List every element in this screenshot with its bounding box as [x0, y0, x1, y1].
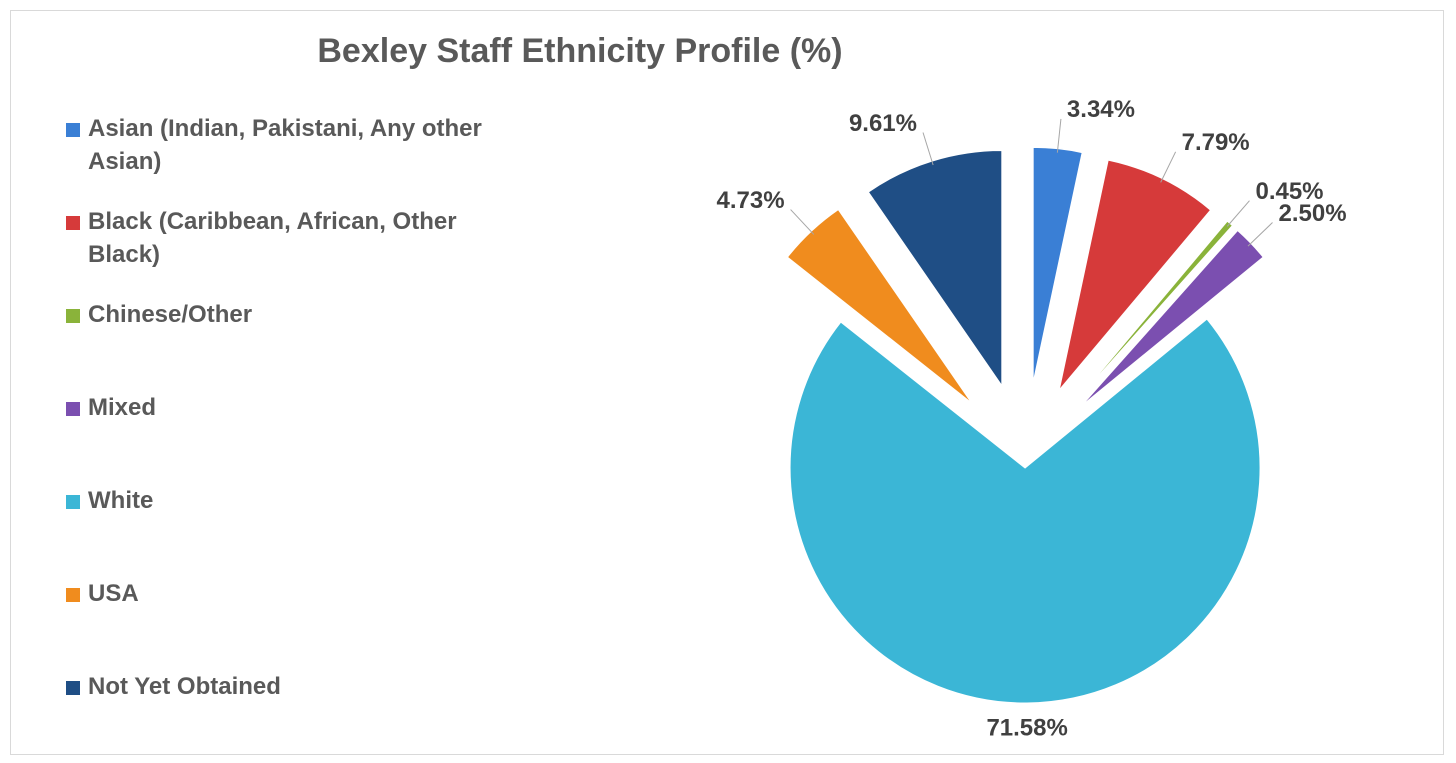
legend-label: Not Yet Obtained	[88, 673, 281, 700]
leader-line	[790, 209, 815, 235]
leader-line	[1160, 151, 1177, 183]
data-label: 3.34%	[1067, 96, 1135, 123]
legend-label: USA	[88, 580, 139, 607]
legend-label: White	[88, 487, 154, 514]
data-label: 7.79%	[1182, 129, 1250, 156]
data-label: 2.50%	[1279, 200, 1347, 227]
legend-entry: White	[66, 484, 526, 517]
legend-swatch	[66, 216, 80, 230]
chart-title: Bexley Staff Ethnicity Profile (%)	[317, 32, 842, 70]
legend-label: Asian (Indian, Pakistani, Any other Asia…	[88, 115, 482, 175]
pie-slice	[789, 318, 1261, 704]
leader-line	[1056, 118, 1062, 153]
legend-swatch	[66, 681, 80, 695]
data-label: 9.61%	[849, 110, 917, 137]
legend-entry: Black (Caribbean, African, Other Black)	[66, 205, 526, 271]
data-label: 0.45%	[1255, 178, 1323, 205]
legend-label: Black (Caribbean, African, Other Black)	[88, 208, 457, 268]
data-label: 71.58%	[986, 714, 1067, 741]
legend-label: Mixed	[88, 394, 157, 421]
leader-line	[1226, 200, 1250, 227]
leader-line	[1247, 222, 1273, 247]
legend-swatch	[66, 588, 80, 602]
legend-entry: Chinese/Other	[66, 298, 526, 331]
data-label: 4.73%	[717, 187, 785, 214]
legend-entry: USA	[66, 577, 526, 610]
legend-swatch	[66, 402, 80, 416]
legend-swatch	[66, 309, 80, 323]
legend-entry: Asian (Indian, Pakistani, Any other Asia…	[66, 112, 526, 178]
legend-label: Chinese/Other	[88, 301, 253, 328]
legend-entry: Not Yet Obtained	[66, 670, 526, 703]
chart-frame	[10, 10, 1444, 755]
legend-swatch	[66, 123, 80, 137]
legend-swatch	[66, 495, 80, 509]
leader-line	[922, 132, 934, 166]
legend-entry: Mixed	[66, 391, 526, 424]
